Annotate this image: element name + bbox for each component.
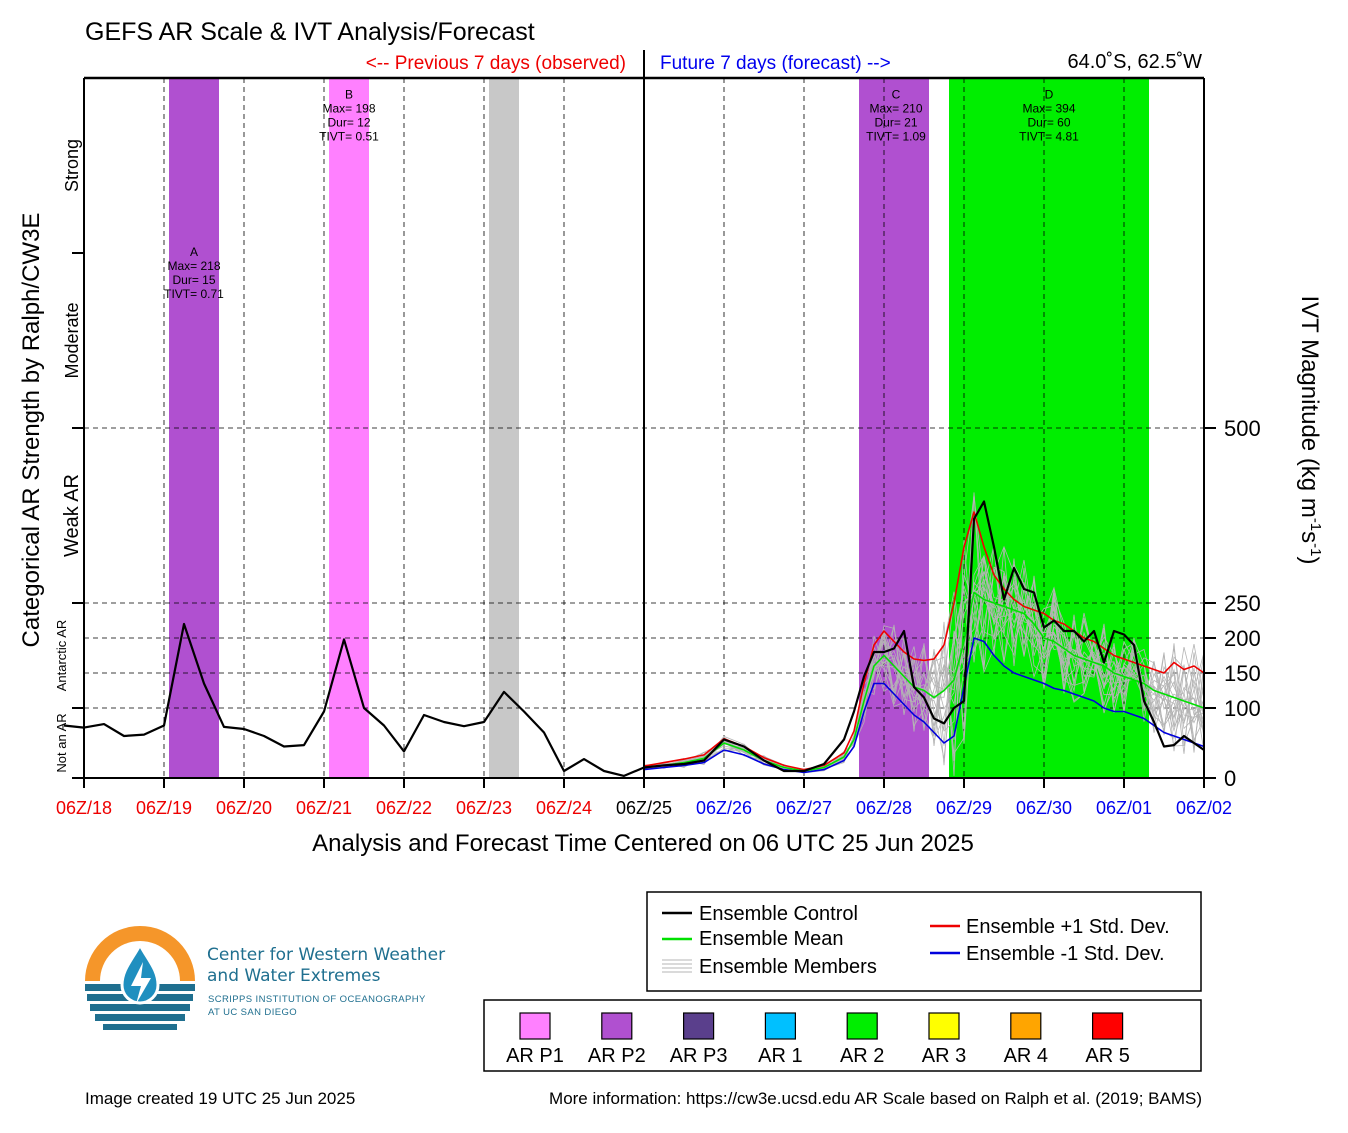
category-label: Moderate <box>62 302 82 378</box>
ensemble-series <box>63 500 1205 778</box>
x-axis-title: Analysis and Forecast Time Centered on 0… <box>312 830 974 857</box>
x-tick-label: 06Z/02 <box>1176 798 1232 818</box>
future-days-label: Future 7 days (forecast) --> <box>660 53 891 74</box>
logo-text-line2: and Water Extremes <box>207 966 381 986</box>
ar-event-label-D: Dur= 60 <box>1027 116 1070 130</box>
ar-event-label-B: Max= 198 <box>322 102 375 116</box>
cw3e-logo: Center for Western Weather and Water Ext… <box>85 926 445 1030</box>
logo-text-line1: Center for Western Weather <box>207 945 445 965</box>
image-created-text: Image created 19 UTC 25 Jun 2025 <box>85 1089 355 1108</box>
previous-days-label: <-- Previous 7 days (observed) <box>366 53 626 74</box>
ar-swatch-label: AR P2 <box>588 1045 646 1067</box>
y-tick-label: 500 <box>1224 416 1261 441</box>
x-tick-label: 06Z/21 <box>296 798 352 818</box>
ar-swatch-label: AR P1 <box>506 1045 564 1067</box>
ar-event-label-D: D <box>1045 88 1054 102</box>
ar-event-label-B: TIVT= 0.51 <box>319 130 379 144</box>
line-legend: Ensemble Control Ensemble Mean Ensemble … <box>646 891 1202 992</box>
ar-category-swatches: AR P1 AR P2 AR P3 AR 1 AR 2 AR 3 AR 4 AR 5 <box>506 1012 1130 1067</box>
ar-event-label-A: Max= 218 <box>167 259 220 273</box>
y-tick-label: 0 <box>1224 766 1236 791</box>
x-tick-label: 06Z/30 <box>1016 798 1072 818</box>
x-tick-label: 06Z/26 <box>696 798 752 818</box>
legend-members-lines <box>662 959 692 973</box>
ar-swatch-label: AR 4 <box>1004 1045 1048 1067</box>
x-tick-label: 06Z/01 <box>1096 798 1152 818</box>
ar-swatch-ar-5 <box>1091 1012 1124 1040</box>
y-axis-left-title: Categorical AR Strength by Ralph/CW3E <box>18 213 45 648</box>
legend-minus-std-label: Ensemble -1 Std. Dev. <box>966 943 1165 965</box>
logo-text-line4: AT UC SAN DIEGO <box>208 1007 297 1018</box>
x-tick-label: 06Z/20 <box>216 798 272 818</box>
ar-event-label-B: B <box>345 88 353 102</box>
ar-event-label-C: Dur= 21 <box>874 116 917 130</box>
y-axis-right-title: IVT Magnitude (kg m-1s-1) <box>1296 295 1324 564</box>
y-tick-label: 250 <box>1224 591 1261 616</box>
ar-swatch-label: AR 3 <box>922 1045 966 1067</box>
y-tick-label: 100 <box>1224 696 1261 721</box>
series-line-control <box>63 500 1205 778</box>
series-line-plus-std <box>643 511 1205 771</box>
ar-event-label-C: C <box>892 88 901 102</box>
ar-swatch-ar-p2 <box>601 1012 633 1040</box>
category-label: Not an AR <box>54 713 69 772</box>
legend-plus-std-label: Ensemble +1 Std. Dev. <box>966 916 1170 938</box>
ar-swatch-ar-2 <box>846 1012 878 1040</box>
x-tick-label: 06Z/29 <box>936 798 992 818</box>
ar-swatch-label: AR 5 <box>1085 1045 1129 1067</box>
x-tick-label: 06Z/27 <box>776 798 832 818</box>
x-tick-label: 06Z/22 <box>376 798 432 818</box>
ar-event-label-A: TIVT= 0.71 <box>164 287 224 301</box>
ar-category-legend: AR P1 AR P2 AR P3 AR 1 AR 2 AR 3 AR 4 AR 5 <box>483 999 1202 1072</box>
ar-swatch-label: AR 2 <box>840 1045 884 1067</box>
ar-swatch-ar-p1 <box>519 1012 551 1040</box>
ar-event-label-A: A <box>190 245 198 259</box>
x-tick-label: 06Z/18 <box>56 798 112 818</box>
chart-title: GEFS AR Scale & IVT Analysis/Forecast <box>85 18 535 46</box>
legend-members-label: Ensemble Members <box>699 956 877 978</box>
ar-event-label-D: Max= 394 <box>1022 102 1075 116</box>
category-label: Weak AR <box>61 474 83 557</box>
x-tick-label: 06Z/28 <box>856 798 912 818</box>
y-tick-label: 150 <box>1224 661 1261 686</box>
legend-mean-label: Ensemble Mean <box>699 928 844 950</box>
ar-swatch-ar-1 <box>764 1012 797 1040</box>
ar-event-label-C: TIVT= 1.09 <box>866 130 926 144</box>
ar-swatch-label: AR 1 <box>758 1045 802 1067</box>
ar-swatch-ar-3 <box>928 1012 960 1040</box>
ar-swatch-ar-4 <box>1010 1012 1042 1040</box>
legend-control-label: Ensemble Control <box>699 903 858 925</box>
ar-event-label-C: Max= 210 <box>869 102 922 116</box>
x-tick-label: 06Z/23 <box>456 798 512 818</box>
logo-text-line3: SCRIPPS INSTITUTION OF OCEANOGRAPHY <box>208 994 426 1005</box>
more-info-text: More information: https://cw3e.ucsd.edu … <box>549 1089 1202 1108</box>
x-tick-label: 06Z/25 <box>616 798 672 818</box>
ar-event-label-B: Dur= 12 <box>327 116 370 130</box>
series-line-mean <box>643 591 1205 772</box>
ar-event-label-D: TIVT= 4.81 <box>1019 130 1079 144</box>
category-label: Antarctic AR <box>54 620 69 692</box>
x-tick-label: 06Z/24 <box>536 798 592 818</box>
location-label: 64.0˚S, 62.5˚W <box>1067 51 1202 73</box>
ar-swatch-label: AR P3 <box>670 1045 728 1067</box>
water-drop-lightning-icon <box>85 926 195 1030</box>
ar-swatch-ar-p3 <box>682 1012 715 1040</box>
axis-ticks: 06Z/18 06Z/19 06Z/20 06Z/21 06Z/22 06Z/23 06Z/… <box>56 252 1261 818</box>
x-tick-label: 06Z/19 <box>136 798 192 818</box>
ar-category-labels: Not an AR Antarctic AR Weak AR Moderate Stro… <box>54 139 83 773</box>
y-tick-label: 200 <box>1224 626 1261 651</box>
category-label: Strong <box>62 139 82 192</box>
ar-event-label-A: Dur= 15 <box>172 273 215 287</box>
line-legend-box <box>646 891 1202 992</box>
